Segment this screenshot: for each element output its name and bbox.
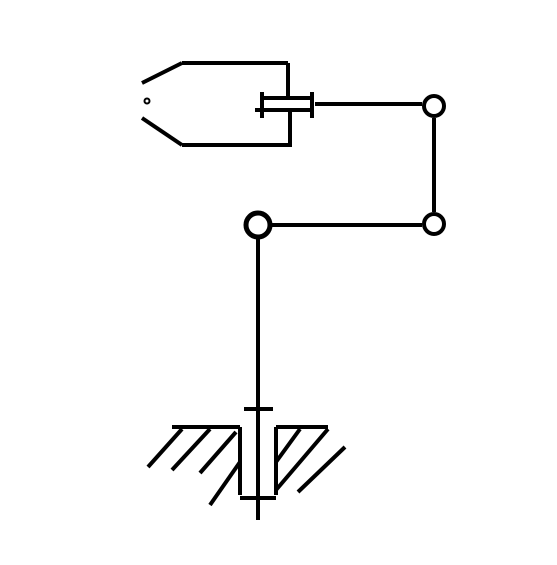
gripper-lower-jaw [140,116,184,147]
hatch-2 [170,427,212,472]
hatch-4 [208,460,242,507]
upper-right-joint [422,94,446,118]
hatch-5 [274,427,302,464]
gripper [140,61,292,147]
hatch-1 [146,427,184,469]
hatch-3 [198,430,238,475]
ground-base [146,425,347,507]
lower-right-joint [422,212,446,236]
gripper-upper-jaw [141,61,183,85]
gripper-tip-dot [143,97,151,105]
hatch-7 [296,445,347,494]
hatch-6 [274,427,330,492]
sliding-joint [255,92,314,118]
column-joint [243,210,273,240]
